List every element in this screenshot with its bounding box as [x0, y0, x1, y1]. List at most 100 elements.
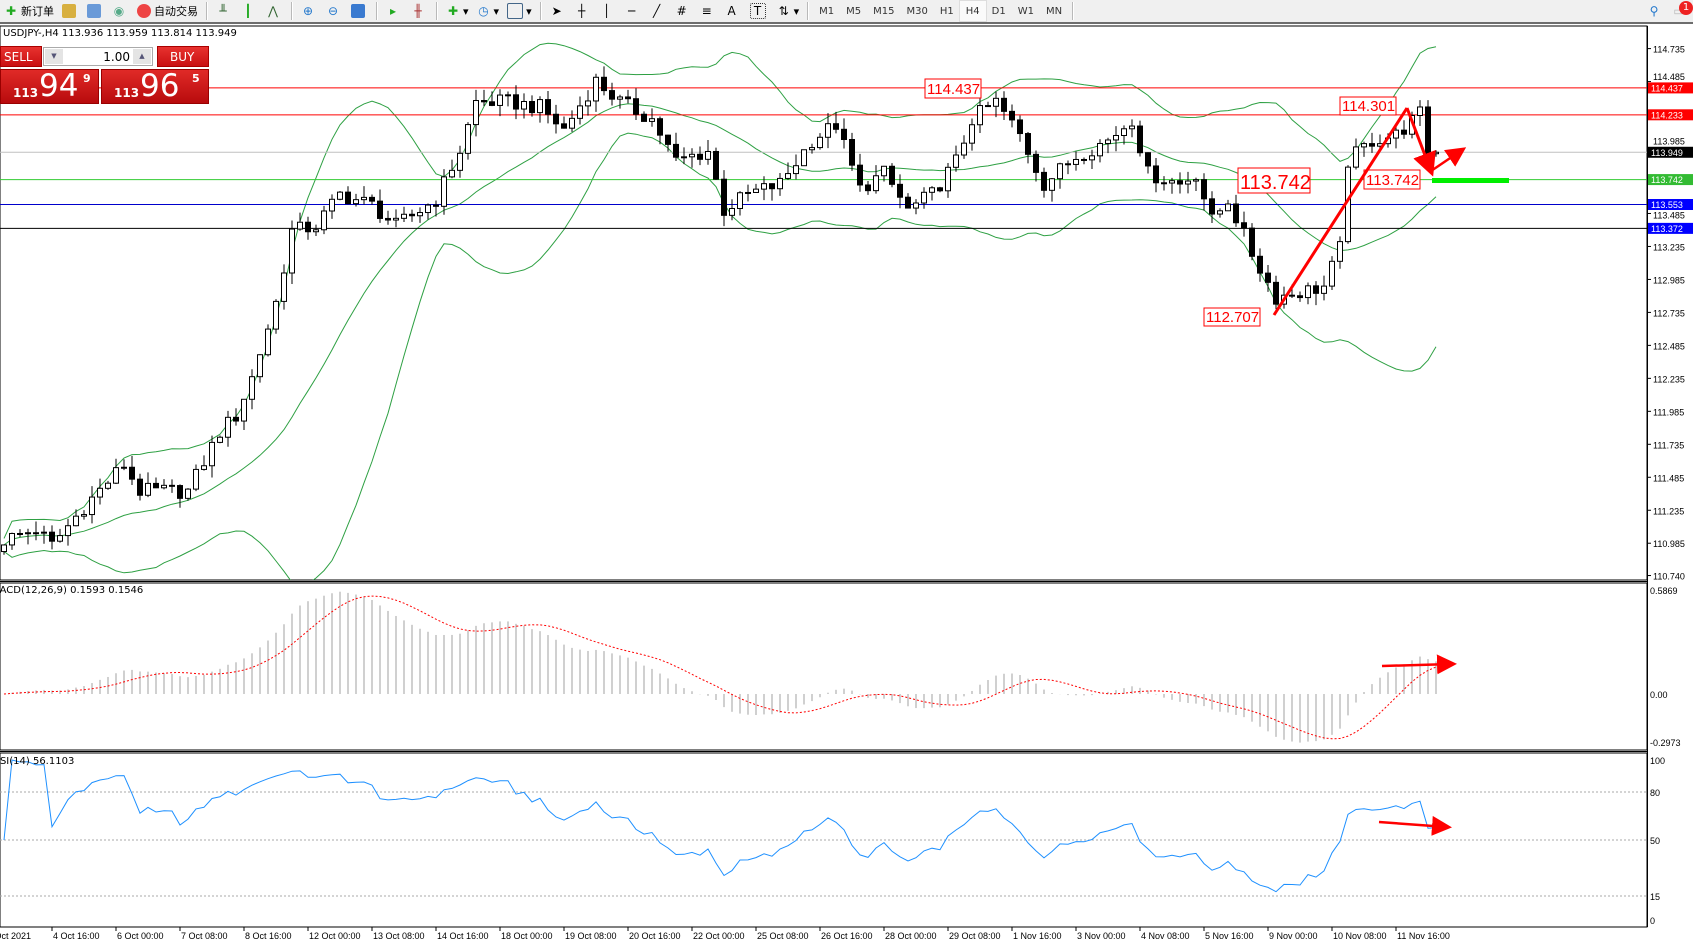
candle-body: [233, 416, 239, 422]
candle-body: [1201, 179, 1207, 200]
auto-trading-button[interactable]: 自动交易: [133, 1, 202, 21]
templates-button[interactable]: ▾: [503, 1, 536, 21]
new-order-icon: ✚: [5, 4, 17, 18]
cursor-button[interactable]: ➤: [546, 1, 571, 21]
toolbar-divider: [206, 2, 208, 20]
arrows-icon: ⇅: [778, 4, 789, 18]
timeframe-mn[interactable]: MN: [1045, 5, 1063, 17]
timeframe-w1[interactable]: W1: [1017, 5, 1034, 17]
candle-body: [697, 153, 703, 160]
timeframe-d1[interactable]: D1: [991, 5, 1006, 17]
market-watch-button[interactable]: [58, 1, 83, 21]
candle-body: [1145, 152, 1151, 167]
price-tick-label: 112.235: [1653, 374, 1685, 384]
indicators-button[interactable]: ✚ ▾: [447, 4, 469, 18]
chart-canvas[interactable]: 114.735 114.485 113.985 113.485 113.235 112.9…: [0, 24, 1693, 943]
candle-body: [609, 90, 615, 100]
candle-body: [457, 152, 463, 171]
price-tick-label: 111.985: [1653, 407, 1684, 417]
trendline-down-arrow: [1405, 107, 1436, 177]
candle-body: [929, 187, 935, 193]
candle-body: [305, 221, 311, 233]
auto-scroll-button[interactable]: ▸: [382, 1, 407, 21]
tile-windows-button[interactable]: [347, 1, 372, 21]
candle-body: [1121, 128, 1127, 136]
lot-increase-button[interactable]: ▲: [133, 49, 151, 64]
arrows-button[interactable]: ⇅ ▾: [778, 4, 800, 18]
vertical-line-button[interactable]: │: [596, 1, 621, 21]
candlestick-icon: ┃: [244, 4, 252, 18]
projection-arrow: [1430, 147, 1467, 173]
line-chart-button[interactable]: ⋀: [262, 1, 287, 21]
notification-badge: 1: [1679, 1, 1693, 15]
timeframe-m15[interactable]: M15: [873, 5, 895, 17]
candle-body: [145, 482, 151, 496]
timeframe-h1[interactable]: H1: [939, 5, 954, 17]
sell-price-pip: 9: [83, 72, 91, 85]
candle-body: [25, 532, 31, 535]
cursor-icon: ➤: [551, 4, 562, 18]
macd-tick-label: -0.2973: [1650, 738, 1681, 748]
data-window-button[interactable]: [83, 1, 108, 21]
rsi-label: RSI(14) 56.1103: [0, 756, 75, 767]
candle-body: [945, 166, 951, 192]
periods-button[interactable]: ◷ ▾: [478, 4, 500, 18]
candle-body: [865, 184, 871, 192]
candle-body: [73, 515, 79, 527]
candle-body: [377, 200, 383, 219]
candle-body: [1177, 180, 1183, 185]
candle-body: [257, 354, 263, 378]
candle-body: [641, 113, 647, 122]
price-tick-label: 111.735: [1653, 440, 1684, 450]
timeframe-h4[interactable]: H4: [958, 0, 987, 22]
macd-signal-line: [3, 595, 1437, 740]
fibonacci-button[interactable]: ≡: [696, 1, 721, 21]
candle-body: [337, 191, 343, 200]
trendline-button[interactable]: ╱: [646, 1, 671, 21]
candle-body: [561, 123, 567, 129]
candle-body: [809, 147, 815, 151]
candle-body: [185, 488, 191, 499]
text-button[interactable]: A: [721, 1, 746, 21]
new-order-button[interactable]: ✚ 新订单: [0, 1, 58, 21]
bollinger-middle: [3, 103, 1437, 546]
time-tick-label: 4 Nov 08:00: [1141, 931, 1190, 941]
line-chart-icon: ⋀: [268, 4, 278, 18]
search-button[interactable]: ⚲: [1643, 1, 1668, 21]
candle-body: [409, 213, 415, 217]
timeframe-m30[interactable]: M30: [906, 5, 928, 17]
trendline-up-arrow: [1272, 107, 1409, 316]
crosshair-button[interactable]: ┼: [571, 1, 596, 21]
signals-button[interactable]: ◉: [108, 1, 133, 21]
candle-body: [273, 300, 279, 330]
zoom-out-button[interactable]: ⊖: [322, 1, 347, 21]
equidistant-channel-button[interactable]: #: [671, 1, 696, 21]
timeframe-m1[interactable]: M1: [819, 5, 835, 17]
price-annotation: 114.437: [927, 81, 980, 98]
text-label-button[interactable]: T: [746, 1, 773, 21]
horizontal-line-button[interactable]: ─: [621, 1, 646, 21]
candlestick-button[interactable]: ┃: [237, 1, 262, 21]
rsi-tick-label: 50: [1650, 836, 1660, 846]
candle-body: [585, 100, 591, 107]
buy-price[interactable]: 113 96 5: [101, 68, 209, 104]
sell-price[interactable]: 113 94 9: [0, 68, 99, 104]
buy-button[interactable]: BUY: [157, 46, 209, 67]
candle-body: [1393, 129, 1399, 139]
candle-body: [217, 436, 223, 443]
candle-body: [1129, 125, 1135, 130]
notifications-button[interactable]: ▭1: [1668, 1, 1693, 21]
price-annotation-box: [924, 78, 982, 99]
lot-size-input[interactable]: [66, 49, 130, 64]
candle-body: [1321, 285, 1327, 294]
lot-decrease-button[interactable]: ▼: [45, 49, 63, 64]
timeframe-m5[interactable]: M5: [846, 5, 862, 17]
bar-chart-button[interactable]: ╨: [212, 1, 237, 21]
support-zone-bar: [1432, 178, 1509, 183]
zoom-in-button[interactable]: ⊕: [297, 1, 322, 21]
sell-button[interactable]: SELL: [0, 46, 42, 67]
chart-shift-button[interactable]: ╫: [407, 1, 432, 21]
level-label-bg: [1648, 222, 1693, 234]
candle-body: [137, 478, 143, 496]
candle-body: [329, 198, 335, 212]
